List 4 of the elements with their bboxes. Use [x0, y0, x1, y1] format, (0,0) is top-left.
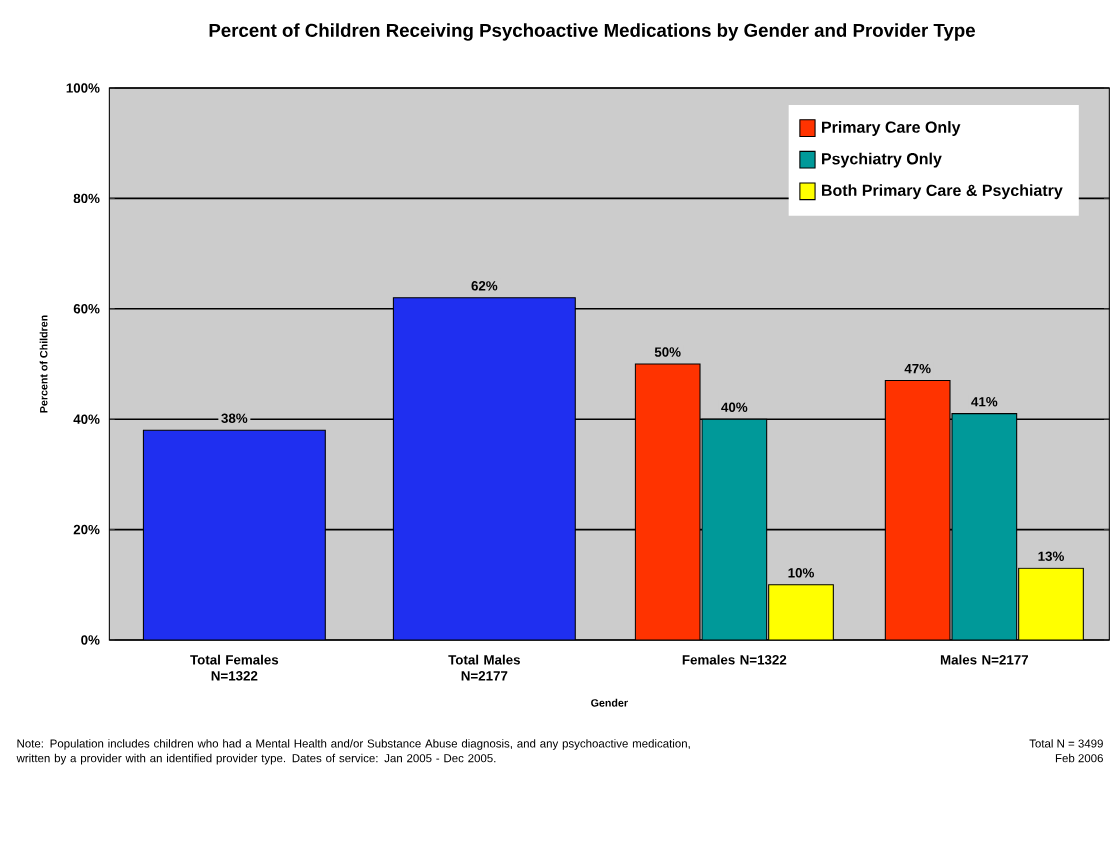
chart-title: Percent of Children Receiving Psychoactive Medications by Gender and Provider Type	[209, 23, 975, 41]
legend-label: Both Primary Care & Psychiatry	[822, 184, 1063, 200]
legend-label: Primary Care Only	[822, 121, 961, 136]
legend-label: Psychiatry Only	[822, 152, 942, 168]
